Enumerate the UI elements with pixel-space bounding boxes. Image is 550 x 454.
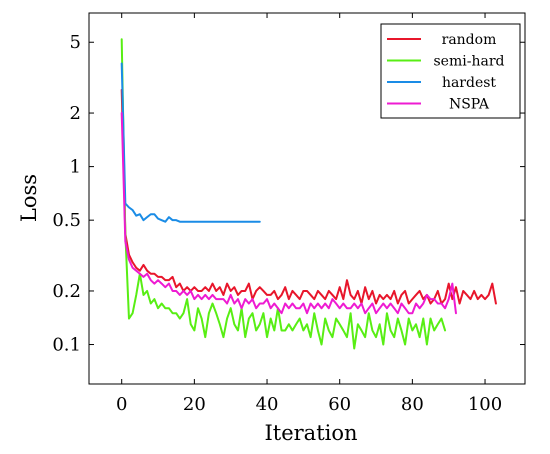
x-tick-label: 40 xyxy=(256,394,279,415)
legend-label-semi-hard: semi-hard xyxy=(434,54,505,70)
series-line-hardest xyxy=(120,62,261,223)
legend-label-nspa: NSPA xyxy=(449,97,490,113)
x-axis-label: Iteration xyxy=(264,421,357,445)
x-tick-label: 80 xyxy=(401,394,424,415)
legend-label-hardest: hardest xyxy=(442,75,496,91)
x-tick-label: 100 xyxy=(468,394,502,415)
legend: random semi-hard hardest NSPA xyxy=(380,23,521,119)
y-axis-label: Loss xyxy=(17,174,41,222)
legend-label-random: random xyxy=(442,32,497,48)
y-tick-label: 0.5 xyxy=(52,210,81,231)
ticks-layer: 0 20 40 60 80 100 0.1 0.2 0.5 1 2 5 xyxy=(52,13,525,415)
series-layer xyxy=(120,38,497,350)
series-line-semi-hard xyxy=(120,38,447,350)
plot-frame xyxy=(88,12,526,385)
series-line-nspa xyxy=(120,112,457,315)
x-tick-label: 0 xyxy=(116,394,127,415)
x-tick-label: 60 xyxy=(328,394,351,415)
series-line-random xyxy=(120,88,497,305)
y-tick-label: 1 xyxy=(70,157,81,178)
y-tick-label: 2 xyxy=(70,103,81,124)
y-tick-label: 5 xyxy=(70,32,81,53)
y-tick-label: 0.1 xyxy=(52,335,81,356)
x-tick-label: 20 xyxy=(183,394,206,415)
y-tick-label: 0.2 xyxy=(52,281,81,302)
